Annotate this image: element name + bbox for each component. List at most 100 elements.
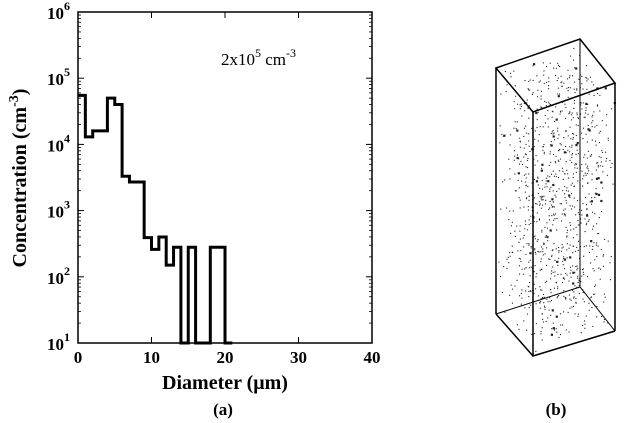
particle — [557, 77, 559, 79]
particle — [558, 188, 560, 190]
particle — [518, 265, 520, 267]
particle — [514, 235, 516, 237]
particle — [584, 327, 586, 329]
particle — [557, 64, 559, 66]
particle — [581, 275, 583, 277]
y-tick-label: 102 — [47, 264, 70, 288]
particle — [594, 285, 596, 287]
particle — [587, 113, 589, 115]
particle — [585, 204, 587, 206]
particle — [525, 177, 527, 179]
particle — [544, 203, 546, 205]
particle — [591, 179, 593, 181]
particle — [535, 202, 537, 204]
particle — [515, 190, 517, 192]
particle — [506, 207, 508, 209]
particle — [580, 332, 582, 334]
particle — [580, 102, 582, 104]
particle — [519, 137, 521, 139]
particle — [500, 276, 502, 278]
particle — [555, 328, 557, 330]
particle — [528, 296, 530, 298]
particle — [535, 303, 537, 305]
particle — [541, 180, 543, 182]
particle — [573, 59, 575, 61]
particle — [507, 256, 509, 258]
particle — [567, 135, 569, 137]
particle — [575, 124, 577, 126]
particle — [592, 211, 594, 213]
y-tick-label: 106 — [47, 0, 70, 23]
particle — [561, 244, 563, 246]
particle — [602, 187, 604, 189]
particle — [584, 112, 586, 114]
particle — [545, 180, 547, 182]
particle — [544, 114, 546, 116]
particle — [515, 95, 517, 97]
particle — [553, 132, 555, 134]
particle — [570, 208, 572, 210]
particle — [537, 140, 539, 142]
particle — [521, 268, 523, 270]
particle — [562, 281, 564, 283]
particle — [603, 318, 605, 320]
particle — [570, 138, 572, 140]
particle — [530, 247, 532, 249]
particle — [587, 165, 589, 167]
particle — [553, 154, 555, 156]
y-axis-label: Concentration (cm-3) — [7, 89, 31, 268]
particle — [549, 207, 551, 209]
particle — [577, 124, 579, 126]
particle — [537, 89, 539, 91]
particle — [597, 162, 599, 164]
particle — [584, 323, 586, 325]
particle — [576, 142, 579, 145]
particle — [530, 245, 532, 247]
particle — [534, 164, 536, 166]
particle — [525, 198, 527, 200]
particle — [587, 168, 589, 170]
particle — [596, 104, 598, 106]
particle — [573, 228, 575, 230]
particle — [532, 65, 534, 67]
particle — [585, 133, 587, 135]
particle — [546, 235, 549, 239]
particle — [599, 130, 601, 132]
particle — [569, 244, 571, 246]
particle — [528, 199, 530, 201]
particle — [555, 213, 557, 215]
particle — [610, 256, 612, 258]
particle — [543, 151, 545, 153]
particle — [568, 77, 570, 79]
particle — [543, 82, 545, 84]
histogram-step-line — [78, 93, 233, 345]
particle — [524, 110, 526, 112]
particle — [539, 126, 541, 128]
particle — [588, 251, 590, 253]
particle — [553, 201, 555, 203]
particle — [569, 151, 571, 153]
box-bottom-back — [495, 286, 616, 332]
particle — [593, 270, 595, 272]
particle — [568, 87, 570, 89]
particle — [577, 267, 579, 269]
particle — [581, 75, 583, 77]
particle — [559, 158, 561, 160]
particle — [551, 328, 553, 330]
particle — [501, 133, 503, 135]
particle — [597, 177, 600, 180]
particle — [571, 205, 573, 207]
particle — [528, 140, 530, 142]
particle — [592, 293, 594, 295]
particle — [514, 108, 516, 110]
particle — [553, 214, 555, 216]
x-tick-label: 0 — [74, 348, 83, 367]
particle — [570, 299, 572, 301]
particle — [600, 199, 603, 203]
particle — [549, 176, 551, 178]
particle — [547, 110, 549, 112]
particle — [510, 284, 512, 286]
particle — [518, 187, 520, 189]
particle — [543, 296, 545, 298]
particle — [569, 272, 571, 274]
